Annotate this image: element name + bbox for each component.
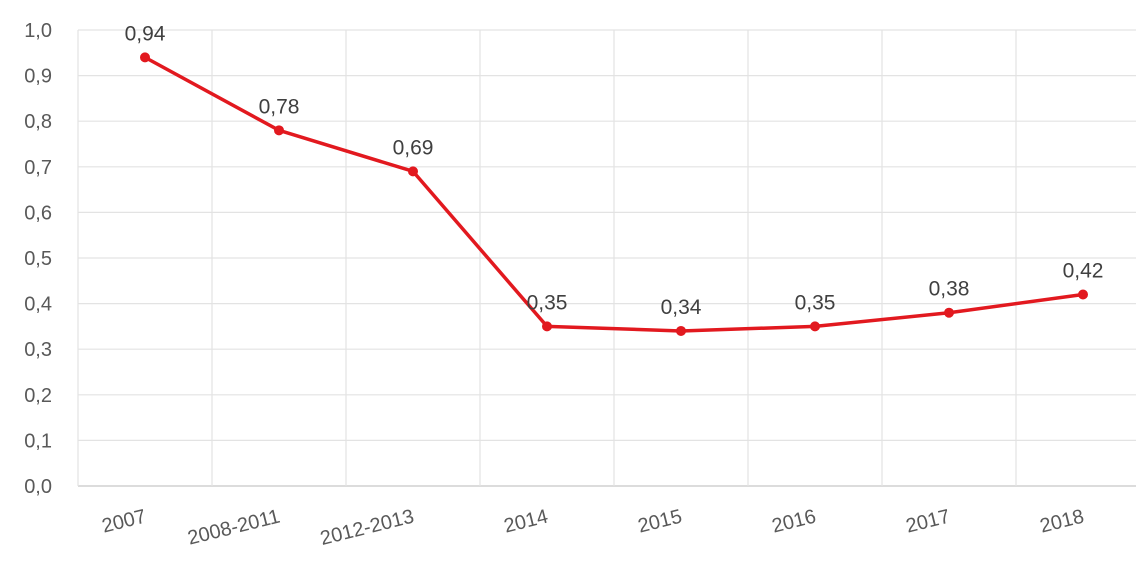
x-tick-label: 2007	[100, 506, 149, 538]
data-point	[1078, 289, 1088, 300]
y-tick-label: 0,2	[24, 385, 52, 407]
data-label: 0,34	[661, 296, 702, 319]
data-label: 0,69	[393, 136, 434, 159]
x-tick-label: 2015	[636, 506, 685, 538]
x-tick-label: 2016	[770, 506, 819, 538]
series-line	[143, 55, 1085, 333]
x-tick-label: 2018	[1038, 506, 1087, 538]
y-tick-label: 1,0	[24, 20, 52, 42]
data-point	[408, 166, 418, 177]
y-tick-label: 0,3	[24, 339, 52, 361]
x-tick-label: 2012-2013	[318, 506, 416, 550]
series-line-group	[140, 52, 1088, 336]
data-point	[542, 321, 552, 332]
data-label: 0,42	[1063, 259, 1104, 282]
y-tick-label: 0,9	[24, 66, 52, 88]
data-label: 0,78	[259, 95, 300, 118]
x-tick-label: 2008-2011	[186, 506, 283, 550]
y-tick-label: 0,1	[24, 430, 52, 452]
x-axis-tick-labels: 2007 2008-2011 2012-2013 2014 2015 2016 2017 20…	[100, 506, 1087, 550]
x-tick-label: 2014	[502, 506, 551, 538]
data-point	[140, 52, 150, 63]
y-tick-label: 0,4	[24, 294, 52, 316]
data-label: 0,35	[795, 291, 836, 314]
y-tick-label: 0,5	[24, 248, 52, 270]
y-tick-label: 0,0	[24, 476, 52, 498]
data-point	[810, 321, 820, 332]
y-tick-label: 0,8	[24, 111, 52, 133]
data-labels: 0,94 0,78 0,69 0,35 0,34 0,35 0,38 0,42	[125, 22, 1104, 319]
data-label: 0,38	[929, 278, 970, 301]
data-point	[274, 125, 284, 136]
y-tick-label: 0,7	[24, 157, 52, 179]
y-tick-label: 0,6	[24, 202, 52, 224]
data-point	[676, 325, 686, 336]
gridlines	[77, 29, 1136, 487]
data-point	[944, 307, 954, 318]
data-label: 0,94	[125, 22, 166, 45]
data-label: 0,35	[527, 291, 568, 314]
x-tick-label: 2017	[904, 506, 953, 538]
y-axis-tick-labels: 0,0 0,1 0,2 0,3 0,4 0,5 0,6 0,7 0,8 0,9 1,0	[24, 20, 52, 498]
